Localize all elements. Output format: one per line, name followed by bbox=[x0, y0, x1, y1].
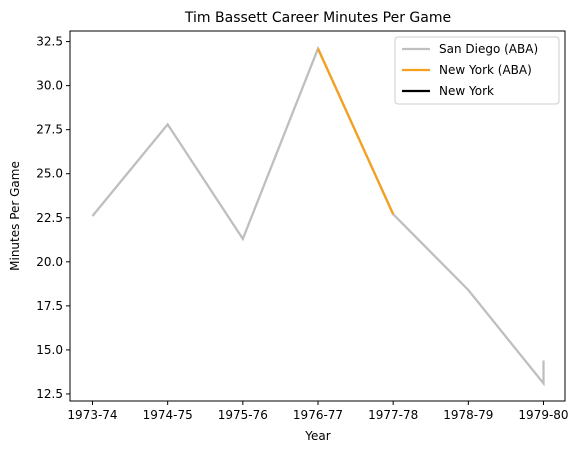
x-tick-label: 1978-79 bbox=[443, 408, 493, 422]
y-axis-ticks: 12.5 15.0 17.5 20.0 22.5 25.0 27.5 30.0 32.5 bbox=[36, 35, 70, 401]
x-tick-label: 1979-80 bbox=[518, 408, 568, 422]
x-axis-ticks: 1973-74 1974-75 1975-76 1976-77 1977-78 1978-… bbox=[67, 401, 568, 422]
y-tick-label: 15.0 bbox=[36, 343, 63, 357]
y-tick-label: 17.5 bbox=[36, 299, 63, 313]
legend-label-2: New York bbox=[439, 84, 494, 98]
x-tick-label: 1976-77 bbox=[293, 408, 343, 422]
legend: San Diego (ABA) New York (ABA) New York bbox=[395, 37, 559, 104]
y-tick-label: 25.0 bbox=[36, 167, 63, 181]
x-tick-label: 1974-75 bbox=[143, 408, 193, 422]
legend-label-0: San Diego (ABA) bbox=[439, 42, 538, 56]
y-tick-label: 12.5 bbox=[36, 387, 63, 401]
y-tick-label: 27.5 bbox=[36, 123, 63, 137]
y-tick-label: 22.5 bbox=[36, 211, 63, 225]
y-tick-label: 30.0 bbox=[36, 79, 63, 93]
x-tick-label: 1977-78 bbox=[368, 408, 418, 422]
y-tick-label: 32.5 bbox=[36, 35, 63, 49]
x-axis-label: Year bbox=[304, 429, 330, 443]
legend-label-1: New York (ABA) bbox=[439, 63, 532, 77]
y-axis-label: Minutes Per Game bbox=[8, 161, 22, 271]
y-tick-label: 20.0 bbox=[36, 255, 63, 269]
x-tick-label: 1973-74 bbox=[67, 408, 117, 422]
x-tick-label: 1975-76 bbox=[218, 408, 268, 422]
chart-title: Tim Bassett Career Minutes Per Game bbox=[184, 10, 451, 26]
